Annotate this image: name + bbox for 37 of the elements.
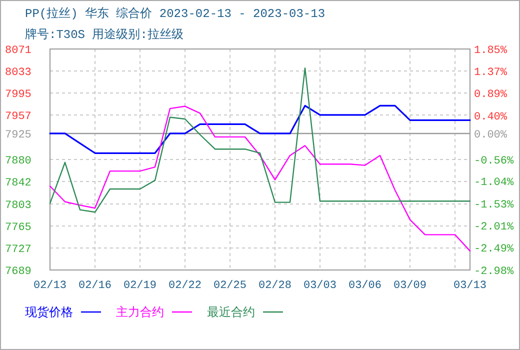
legend-label: 主力合约 (116, 305, 164, 320)
y2-tick-label: -0.56% (474, 155, 514, 168)
legend-label: 现货价格 (25, 306, 73, 320)
y-tick-label: 7765 (5, 222, 32, 234)
y2-tick-label: -2.98% (474, 266, 514, 278)
x-tick-label: 02/25 (213, 280, 247, 292)
x-tick-label: 03/09 (393, 280, 427, 292)
x-tick-label: 02/13 (33, 280, 67, 292)
y-tick-label: 7727 (5, 244, 32, 256)
x-tick-label: 03/13 (453, 280, 487, 292)
y-tick-label: 7957 (5, 110, 32, 123)
y2-tick-label: -2.01% (474, 222, 514, 234)
x-tick-label: 03/06 (348, 280, 382, 292)
y-tick-label: 7803 (5, 200, 32, 212)
y2-tick-label: 0.40% (474, 111, 508, 124)
y2-tick-label: 1.85% (474, 45, 508, 57)
x-tick-label: 02/28 (258, 280, 292, 292)
y-tick-label: 7925 (5, 129, 32, 142)
y-tick-label: 7880 (5, 156, 32, 168)
y-tick-label: 8033 (5, 66, 32, 79)
legend-label: 最近合约 (207, 306, 255, 320)
chart-title: PP(拉丝) 华东 综合价 2023-02-13 - 2023-03-13 (25, 6, 326, 21)
y2-tick-label: -1.53% (474, 200, 514, 212)
x-tick-label: 02/22 (168, 280, 202, 292)
y2-tick-label: 0.89% (474, 88, 508, 101)
y2-tick-label: -1.04% (474, 177, 514, 190)
y-tick-label: 7995 (5, 88, 32, 101)
y-tick-label: 8071 (5, 45, 32, 57)
x-tick-label: 02/16 (78, 280, 112, 292)
y2-tick-label: -2.49% (474, 244, 514, 256)
y-tick-label: 7689 (5, 266, 32, 278)
x-tick-label: 02/19 (123, 280, 157, 292)
x-tick-label: 03/03 (303, 280, 337, 292)
y2-tick-label: 0.00% (474, 130, 508, 142)
y2-tick-label: 1.37% (474, 66, 508, 79)
chart-subtitle: 牌号:T30S 用途级别:拉丝级 (25, 28, 184, 42)
y-tick-label: 7842 (5, 177, 32, 190)
